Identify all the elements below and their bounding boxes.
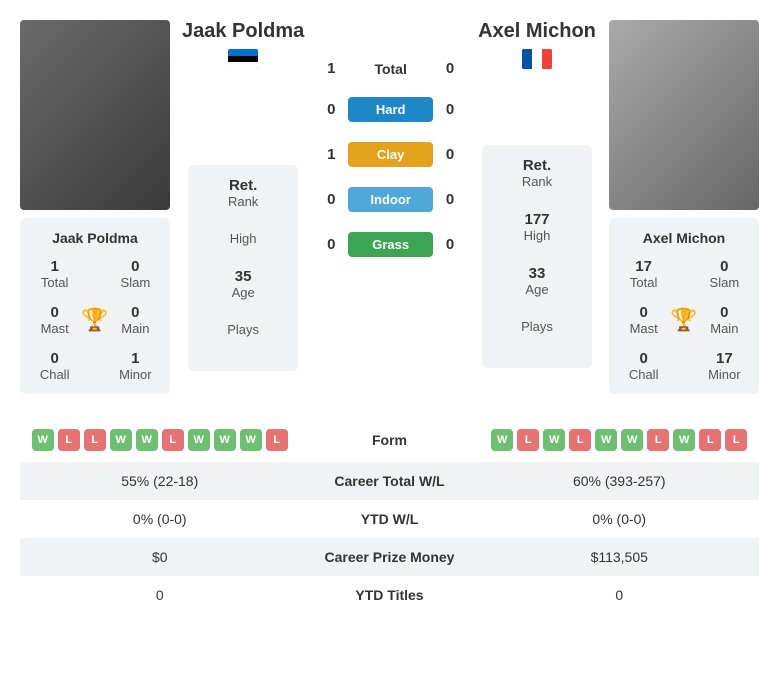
france-flag-icon	[522, 49, 552, 69]
surface-pill-indoor[interactable]: Indoor	[348, 187, 433, 212]
right-form-strip: WLWLWWLWLL	[490, 429, 750, 451]
right-player-name-small: Axel Michon	[617, 230, 751, 246]
right-rank-card: Ret.Rank 177High 33Age Plays	[482, 145, 592, 368]
left-name-block: Jaak Poldma Ret.Rank High 35Age Plays	[182, 20, 304, 371]
left-titles-card: Jaak Poldma 1Total 0Slam 0Mast 🏆 0Main 0…	[20, 218, 170, 394]
form-chip: W	[188, 429, 210, 451]
form-chip: L	[647, 429, 669, 451]
form-chip: W	[543, 429, 565, 451]
form-chip: W	[491, 429, 513, 451]
form-chip: L	[266, 429, 288, 451]
right-name-block: Axel Michon Ret.Rank 177High 33Age Plays	[477, 20, 597, 368]
form-chip: L	[517, 429, 539, 451]
comparison-header: Jaak Poldma 1Total 0Slam 0Mast 🏆 0Main 0…	[20, 20, 759, 394]
form-chip: W	[240, 429, 262, 451]
form-chip: W	[595, 429, 617, 451]
form-chip: W	[110, 429, 132, 451]
form-chip: L	[699, 429, 721, 451]
form-chip: L	[58, 429, 80, 451]
surface-pill-clay[interactable]: Clay	[348, 142, 433, 167]
form-chip: W	[673, 429, 695, 451]
form-chip: L	[162, 429, 184, 451]
trophy-icon: 🏆	[81, 307, 108, 333]
left-rank-card: Ret.Rank High 35Age Plays	[188, 165, 298, 371]
trophy-icon: 🏆	[670, 307, 697, 333]
estonia-flag-icon	[228, 49, 258, 69]
surface-pill-hard[interactable]: Hard	[348, 97, 433, 122]
left-player-column: Jaak Poldma 1Total 0Slam 0Mast 🏆 0Main 0…	[20, 20, 170, 394]
right-player-photo	[609, 20, 759, 210]
left-player-photo	[20, 20, 170, 210]
stats-table: WLLWWLWWWL Form WLWLWWLWLL 55% (22-18) C…	[20, 418, 759, 614]
right-titles-card: Axel Michon 17Total 0Slam 0Mast 🏆 0Main …	[609, 218, 759, 394]
h2h-block: 1 Total 0 0 Hard 0 1 Clay 0 0 Indoor 0 0…	[316, 60, 465, 257]
surface-pill-grass[interactable]: Grass	[348, 232, 433, 257]
left-form-strip: WLLWWLWWWL	[30, 429, 290, 451]
form-chip: W	[136, 429, 158, 451]
form-chip: W	[214, 429, 236, 451]
form-chip: L	[725, 429, 747, 451]
left-player-name: Jaak Poldma	[182, 20, 304, 43]
right-player-name: Axel Michon	[478, 20, 596, 43]
form-chip: W	[32, 429, 54, 451]
left-player-name-small: Jaak Poldma	[28, 230, 162, 246]
form-chip: L	[569, 429, 591, 451]
form-chip: L	[84, 429, 106, 451]
form-chip: W	[621, 429, 643, 451]
right-player-column: Axel Michon 17Total 0Slam 0Mast 🏆 0Main …	[609, 20, 759, 394]
